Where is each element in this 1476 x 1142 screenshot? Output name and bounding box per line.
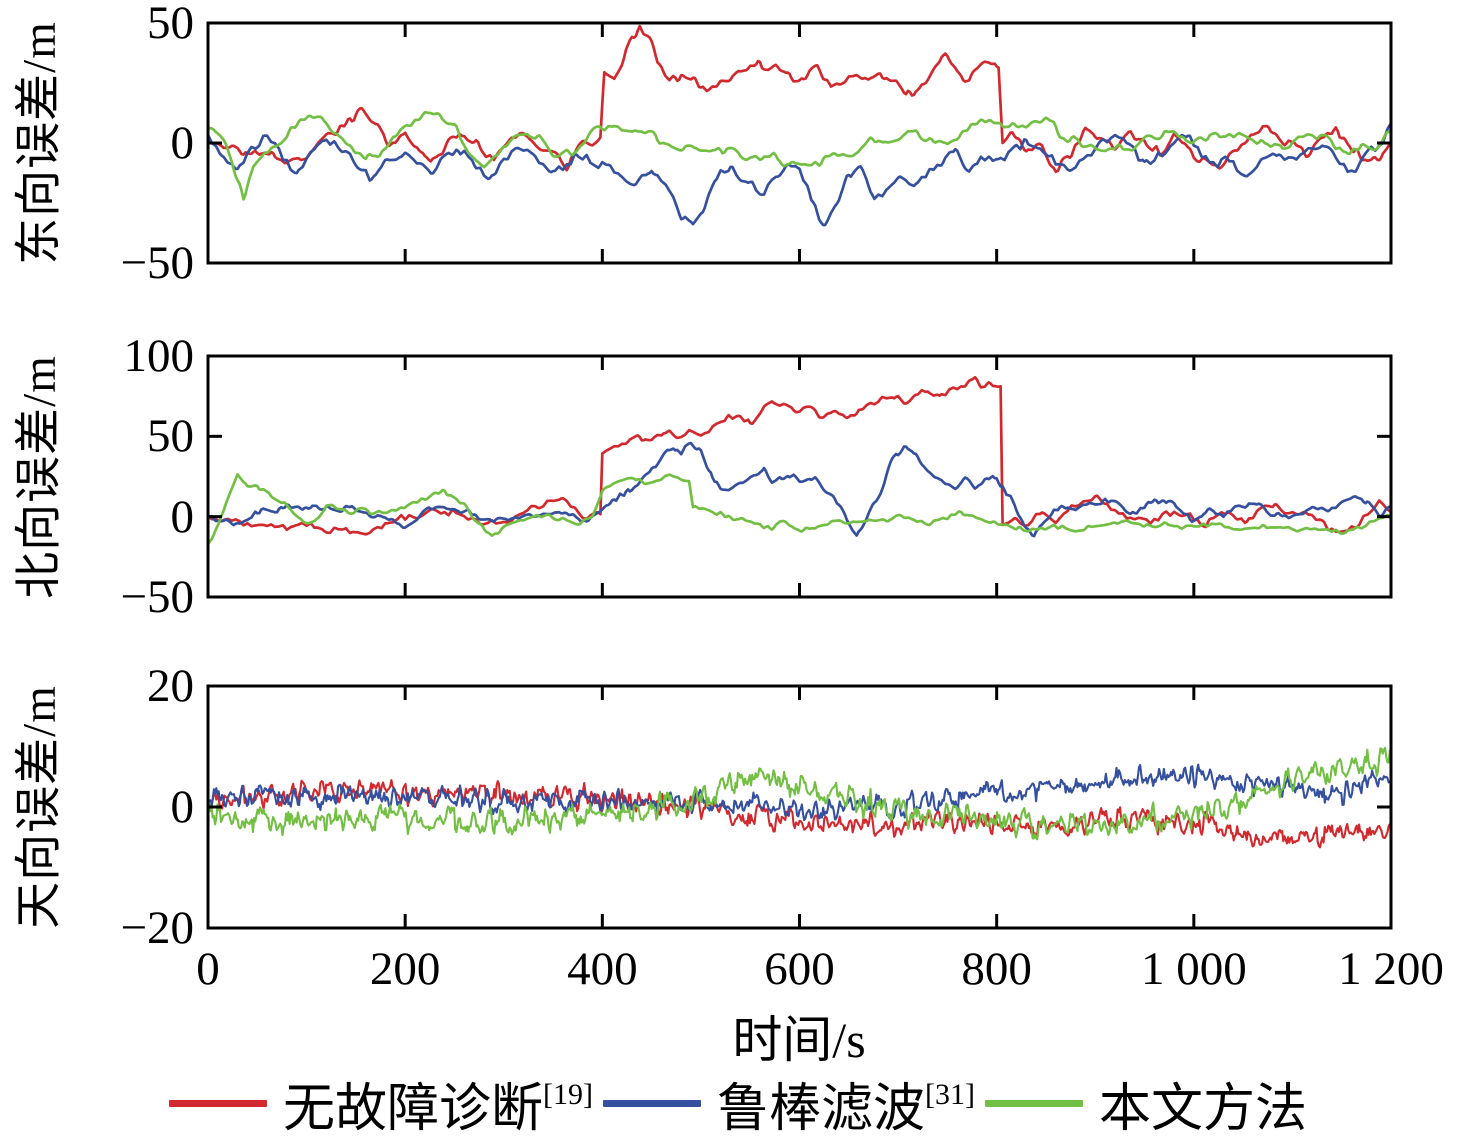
x-tick-label: 600 — [764, 943, 835, 995]
series-green — [209, 746, 1390, 841]
x-tick-label: 400 — [567, 943, 638, 995]
y-tick-label: 100 — [123, 330, 195, 382]
legend-line-blue — [602, 1100, 701, 1107]
x-tick-label: 1 200 — [1338, 943, 1444, 995]
series-red — [209, 24, 1390, 174]
legend-item-robust-filter: 鲁棒滤波[31] — [602, 1066, 975, 1141]
y-tick-label: 0 — [170, 117, 195, 169]
series-blue — [209, 763, 1390, 822]
legend-label: 本文方法 — [1098, 1081, 1307, 1138]
series-blue — [209, 122, 1390, 227]
legend-line-red — [168, 1100, 267, 1107]
y-tick-label: 50 — [147, 410, 194, 463]
legend: 无故障诊断[19] 鲁棒滤波[31] 本文方法 — [0, 1066, 1476, 1141]
panel-border — [206, 21, 1393, 265]
legend-label: 鲁棒滤波[31] — [716, 1077, 975, 1138]
y-tick-label: 20 — [147, 660, 194, 712]
x-tick-label: 800 — [961, 943, 1032, 995]
y-tick-label: 50 — [147, 0, 194, 49]
panel-border — [206, 354, 1393, 599]
legend-line-green — [984, 1100, 1083, 1107]
series-blue — [209, 441, 1390, 538]
y-tick-label: 0 — [170, 490, 195, 543]
legend-item-fault-free: 无故障诊断[19] — [168, 1066, 593, 1141]
legend-item-proposed-method: 本文方法 — [984, 1066, 1307, 1141]
y-tick-label: 0 — [170, 781, 195, 833]
legend-label: 无故障诊断[19] — [282, 1077, 593, 1138]
y-tick-label: −50 — [120, 237, 194, 289]
y-tick-label: −20 — [120, 902, 194, 954]
x-axis-label: 时间/s — [732, 1012, 866, 1068]
series-green — [209, 473, 1390, 546]
y-tick-label: −50 — [120, 571, 194, 623]
series-green — [209, 110, 1390, 201]
series-red — [209, 779, 1390, 849]
panel-border — [206, 684, 1393, 930]
x-tick-label: 0 — [196, 943, 220, 995]
x-tick-label: 200 — [369, 943, 441, 995]
x-tick-label: 1 000 — [1140, 943, 1247, 995]
y-axis-label-north: 北向误差/m — [13, 355, 66, 599]
